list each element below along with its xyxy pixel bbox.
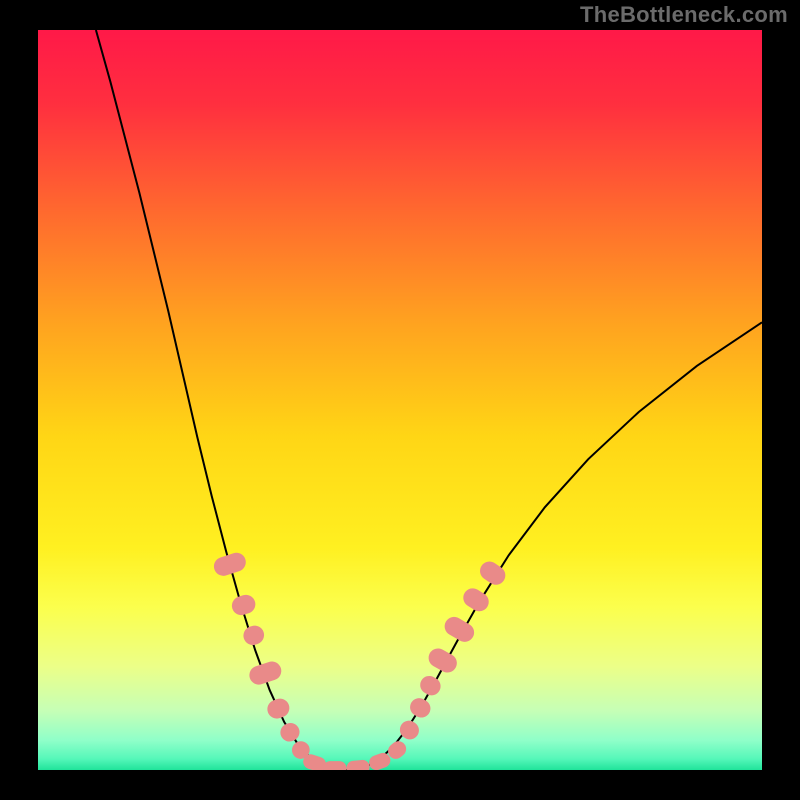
data-marker	[417, 673, 444, 699]
data-marker	[241, 623, 267, 647]
data-marker	[425, 645, 460, 676]
data-marker	[441, 613, 477, 645]
watermark-text: TheBottleneck.com	[580, 2, 788, 28]
plot-area	[38, 30, 762, 770]
data-marker	[229, 592, 257, 617]
chart-container: TheBottleneck.com	[0, 0, 800, 800]
data-marker	[407, 695, 434, 721]
data-marker	[277, 720, 302, 744]
marker-group	[211, 550, 509, 770]
data-marker	[323, 761, 346, 770]
data-marker	[265, 696, 292, 721]
data-marker	[346, 759, 371, 770]
curve-layer	[38, 30, 762, 770]
data-marker	[247, 659, 284, 687]
data-marker	[211, 550, 248, 578]
